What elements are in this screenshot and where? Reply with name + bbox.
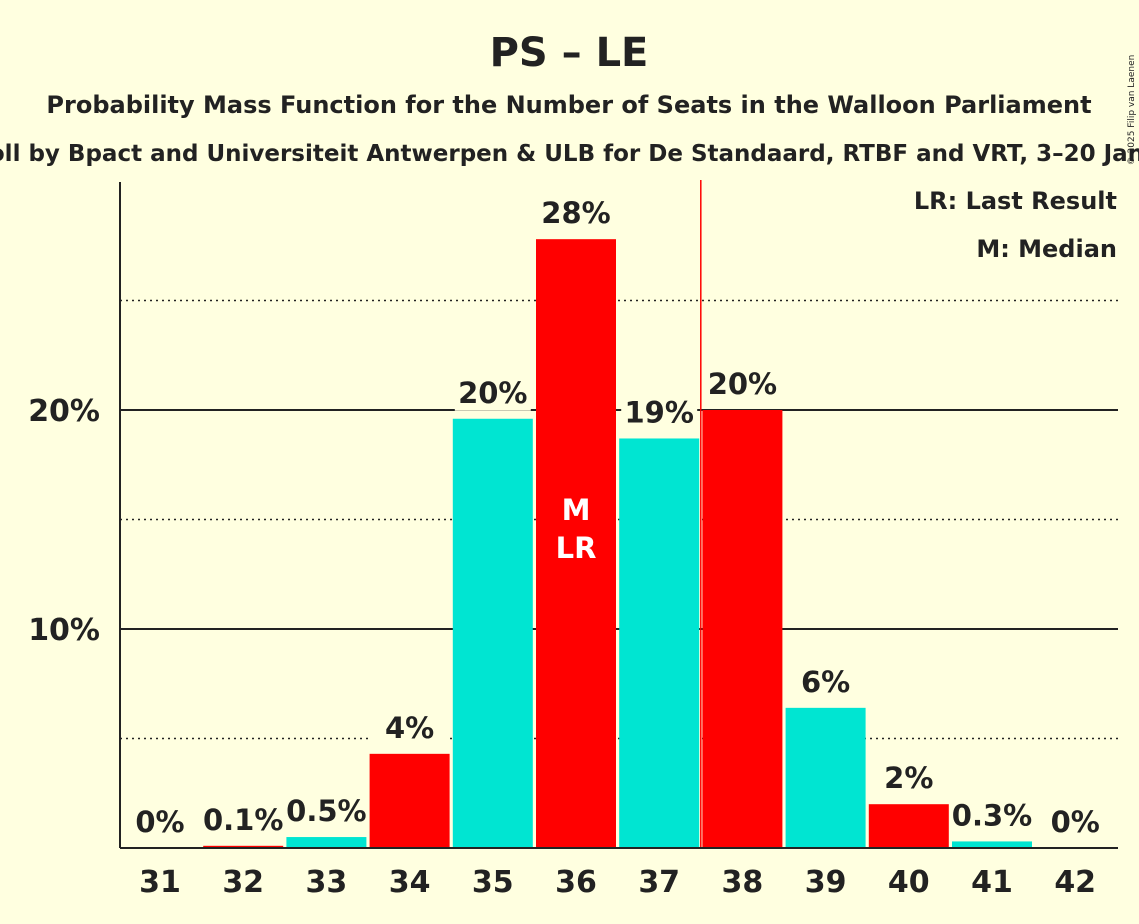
x-tick-label-39: 39: [805, 865, 847, 900]
data-label-41: 0.3%: [952, 798, 1032, 832]
copyright-notice: © 2025 Filip van Laenen: [1127, 55, 1137, 166]
x-tick-label-41: 41: [971, 865, 1013, 900]
data-label-42: 0%: [1051, 805, 1100, 839]
bar-41: [952, 841, 1032, 848]
x-tick-label-33: 33: [306, 865, 348, 900]
data-label-31: 0%: [135, 805, 184, 839]
bar-34: [369, 753, 450, 848]
chart-poll-line: Opinion Poll by Bpact and Universiteit A…: [0, 141, 1139, 167]
last-result-marker: LR: [556, 531, 597, 565]
gridlines: [120, 299, 1118, 740]
data-label-35: 20%: [458, 376, 527, 410]
data-label-33: 0.5%: [286, 794, 366, 828]
data-label-bg-32: [205, 801, 282, 838]
x-tick-label-37: 37: [638, 865, 680, 900]
data-label-bg-39: [787, 663, 864, 700]
bar-32: [203, 845, 284, 848]
data-label-39: 6%: [801, 665, 850, 699]
x-tick-label-31: 31: [139, 865, 181, 900]
bar-38: [702, 410, 783, 848]
chart-title: PS – LE: [490, 30, 649, 76]
data-label-32: 0.1%: [203, 803, 283, 837]
x-tick-label-32: 32: [222, 865, 264, 900]
data-label-34: 4%: [385, 711, 434, 745]
bar-40: [868, 804, 949, 848]
x-tick-label-34: 34: [389, 865, 431, 900]
bar-39: [785, 707, 866, 848]
data-label-bg-38: [704, 366, 781, 402]
data-label-bg-31: [122, 804, 198, 840]
x-tick-label-42: 42: [1054, 865, 1096, 900]
bar-35: [452, 418, 533, 848]
legend-median: M: Median: [976, 235, 1117, 263]
data-label-bg-42: [1037, 804, 1114, 840]
data-label-36: 28%: [541, 196, 610, 230]
x-tick-label-38: 38: [722, 865, 764, 900]
data-label-bg-35: [454, 374, 531, 411]
legend-last-result: LR: Last Result: [914, 187, 1117, 215]
data-label-bg-36: [538, 195, 614, 232]
chart-subtitle: Probability Mass Function for the Number…: [46, 91, 1091, 119]
data-label-38: 20%: [708, 367, 777, 401]
x-tick-label-36: 36: [555, 865, 597, 900]
x-tick-label-35: 35: [472, 865, 514, 900]
bar-36: [536, 239, 616, 848]
y-tick-label: 20%: [28, 394, 100, 429]
data-label-bg-37: [621, 394, 698, 431]
data-label-bg-33: [288, 793, 365, 830]
data-label-bg-41: [954, 797, 1030, 834]
bar-33: [286, 837, 367, 848]
axes: 10% 20% 31 32 33 34 35 36 37 38 39 40 41 42: [28, 180, 1118, 900]
median-marker: M: [562, 493, 591, 527]
bar-37: [619, 438, 700, 848]
bars: [203, 239, 1032, 848]
data-label-37: 19%: [624, 395, 693, 429]
y-tick-label: 10%: [28, 613, 100, 648]
x-tick-label-40: 40: [888, 865, 930, 900]
data-labels: 0% 0.1% 0.5% 4% 20% 28% M LR 19% 20% 6% 2% 0.3% 0%: [122, 195, 1114, 840]
data-label-bg-34: [371, 709, 448, 746]
data-label-bg-40: [870, 760, 947, 797]
data-label-40: 2%: [884, 761, 933, 795]
